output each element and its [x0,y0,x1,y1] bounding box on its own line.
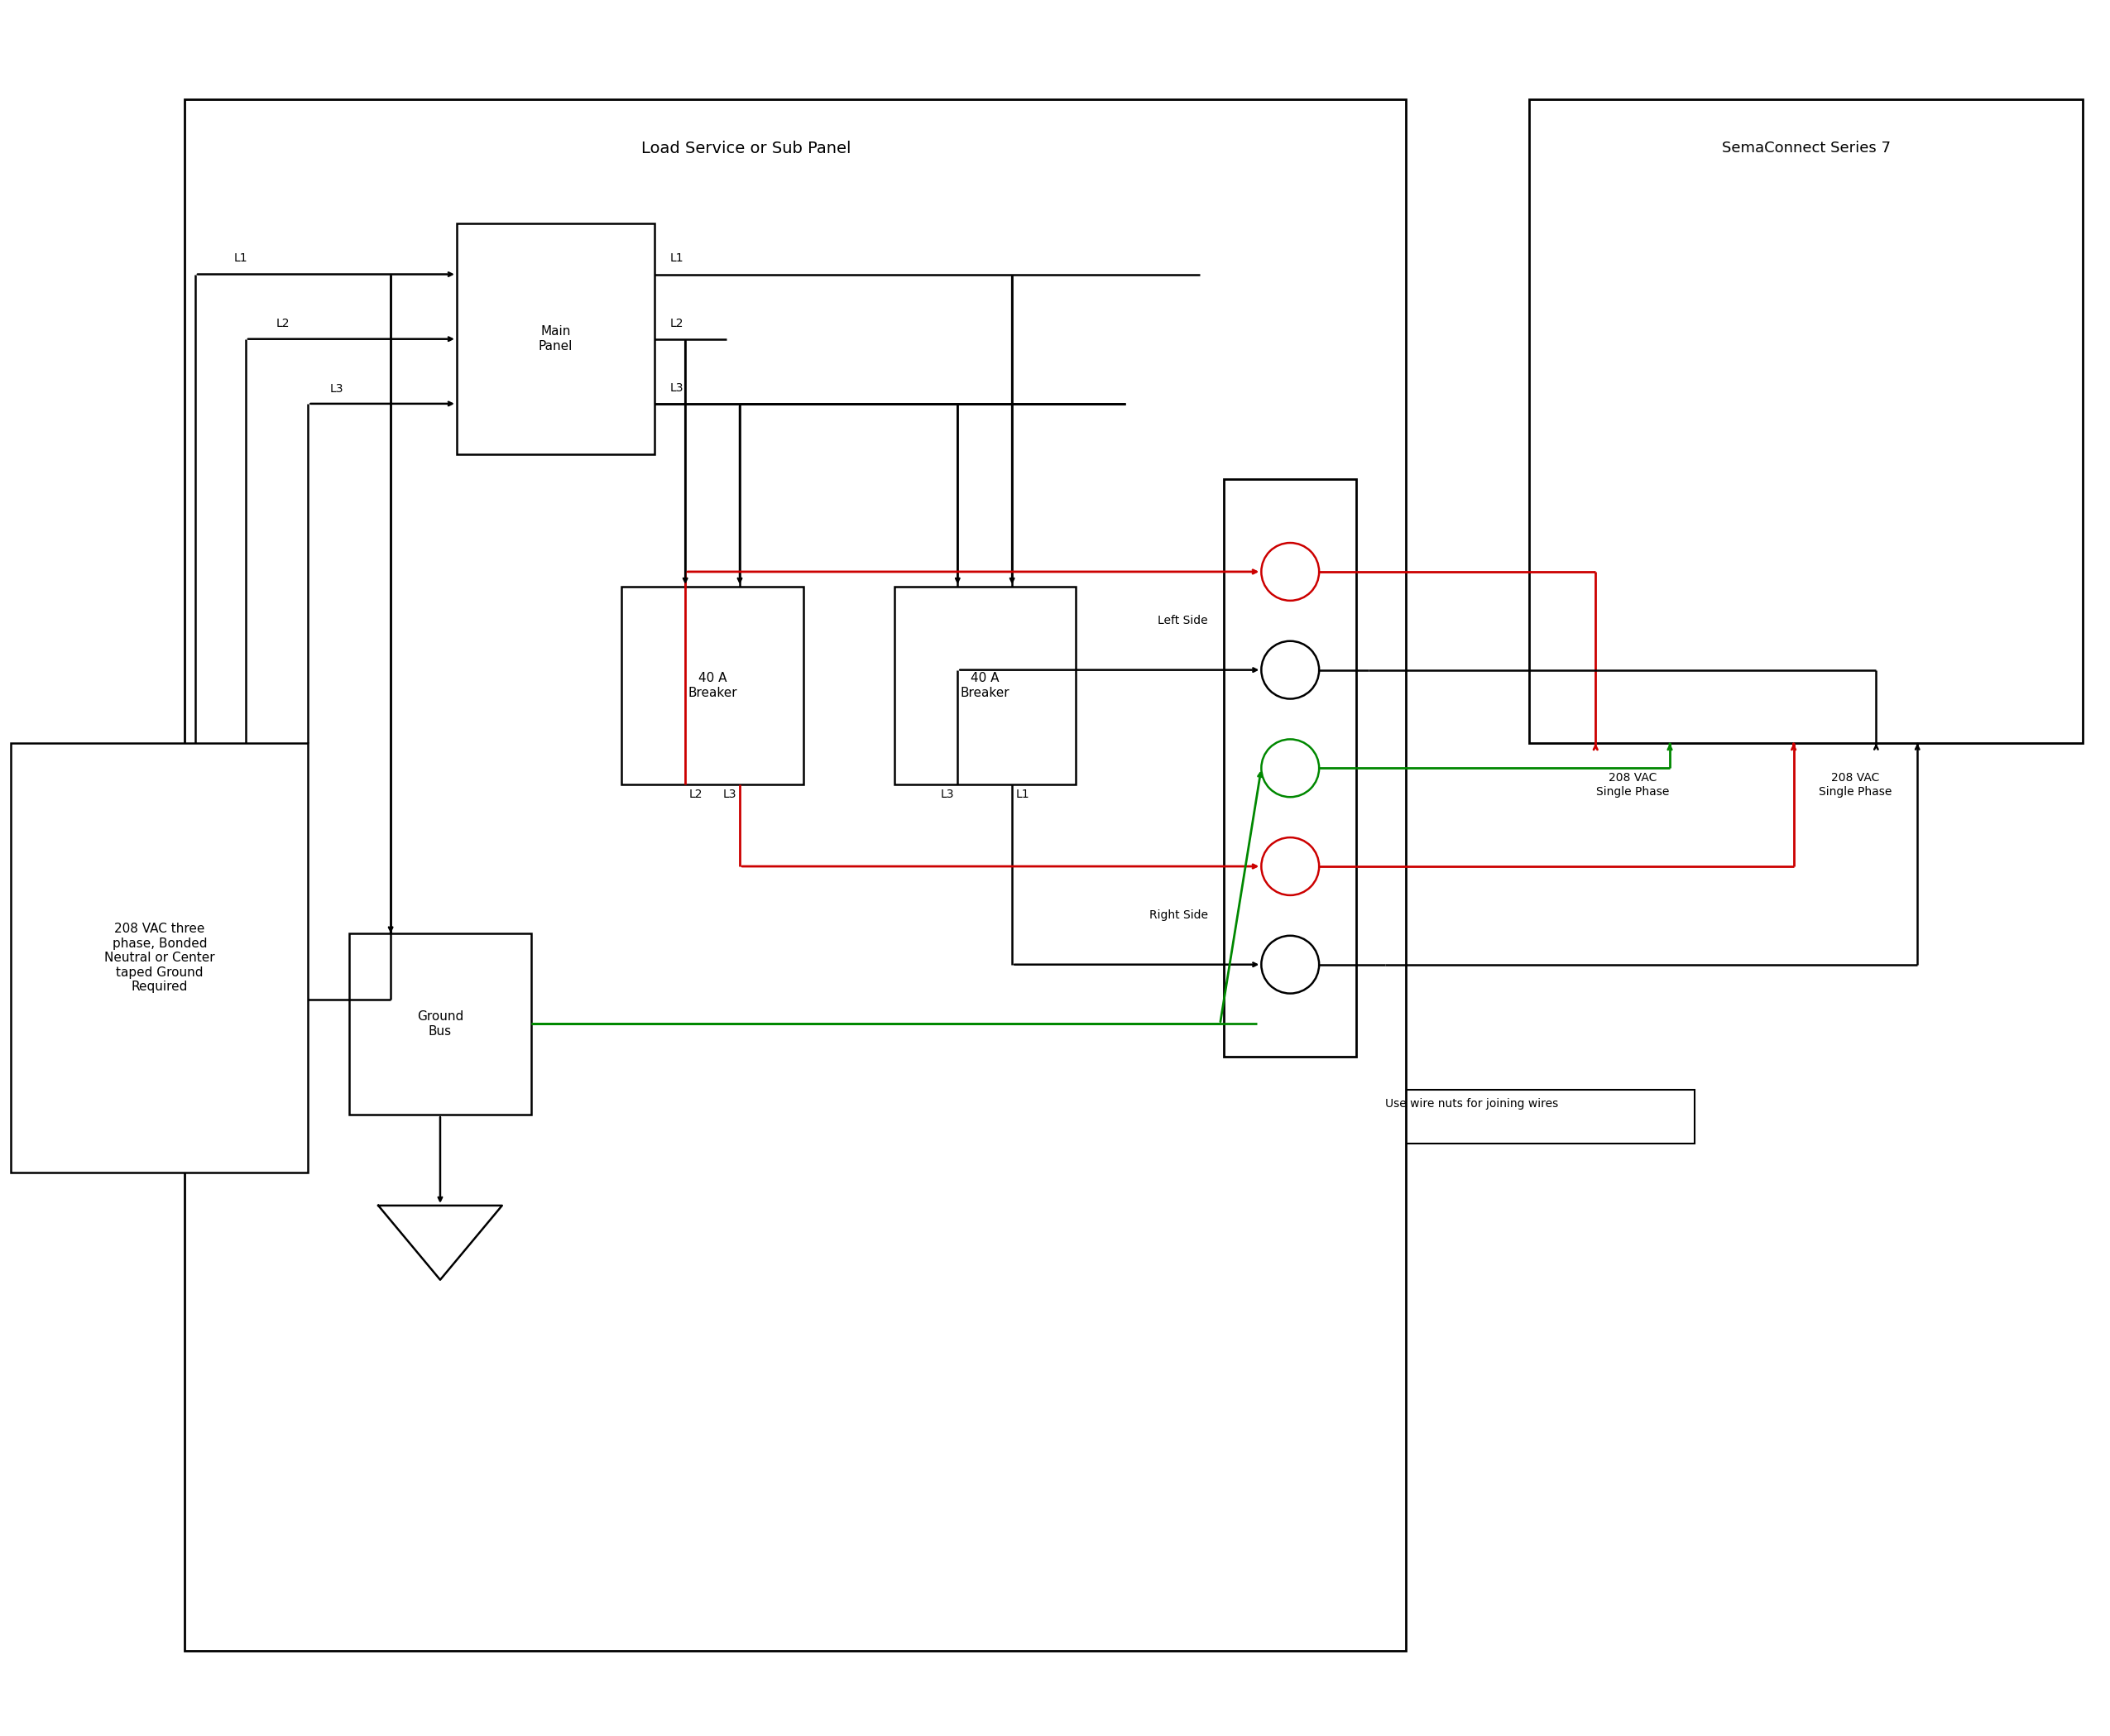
Circle shape [1262,641,1319,700]
Bar [895,587,1076,785]
Bar [350,934,532,1115]
Text: L2: L2 [669,318,684,330]
Text: 208 VAC
Single Phase: 208 VAC Single Phase [1595,773,1669,797]
Bar [456,224,654,455]
Text: Right Side: Right Side [1150,910,1207,922]
Text: L1: L1 [1015,788,1030,800]
Text: L2: L2 [688,788,703,800]
Text: L3: L3 [724,788,736,800]
Bar [184,99,1405,1651]
Text: 208 VAC three
phase, Bonded
Neutral or Center
taped Ground
Required: 208 VAC three phase, Bonded Neutral or C… [103,924,215,993]
Text: 40 A
Breaker: 40 A Breaker [960,672,1009,700]
Circle shape [1262,740,1319,797]
Text: 208 VAC
Single Phase: 208 VAC Single Phase [1819,773,1893,797]
Circle shape [1262,936,1319,993]
Text: L1: L1 [669,252,684,264]
Text: 40 A
Breaker: 40 A Breaker [688,672,736,700]
Text: L1: L1 [234,252,247,264]
Bar [1530,99,2083,743]
Circle shape [1262,543,1319,601]
Text: L3: L3 [941,788,954,800]
Bar [622,587,804,785]
Bar [11,743,308,1172]
Text: L3: L3 [669,382,684,394]
Text: SemaConnect Series 7: SemaConnect Series 7 [1722,141,1891,156]
Text: L2: L2 [276,318,289,330]
Text: Main
Panel: Main Panel [538,326,572,352]
Text: Use wire nuts for joining wires: Use wire nuts for joining wires [1384,1099,1559,1109]
Text: Ground
Bus: Ground Bus [418,1010,464,1038]
Text: Load Service or Sub Panel: Load Service or Sub Panel [641,141,850,156]
Text: Left Side: Left Side [1158,615,1207,627]
Circle shape [1262,837,1319,896]
Bar [1266,1090,1694,1144]
Bar [1224,479,1357,1057]
Text: L3: L3 [329,384,344,394]
